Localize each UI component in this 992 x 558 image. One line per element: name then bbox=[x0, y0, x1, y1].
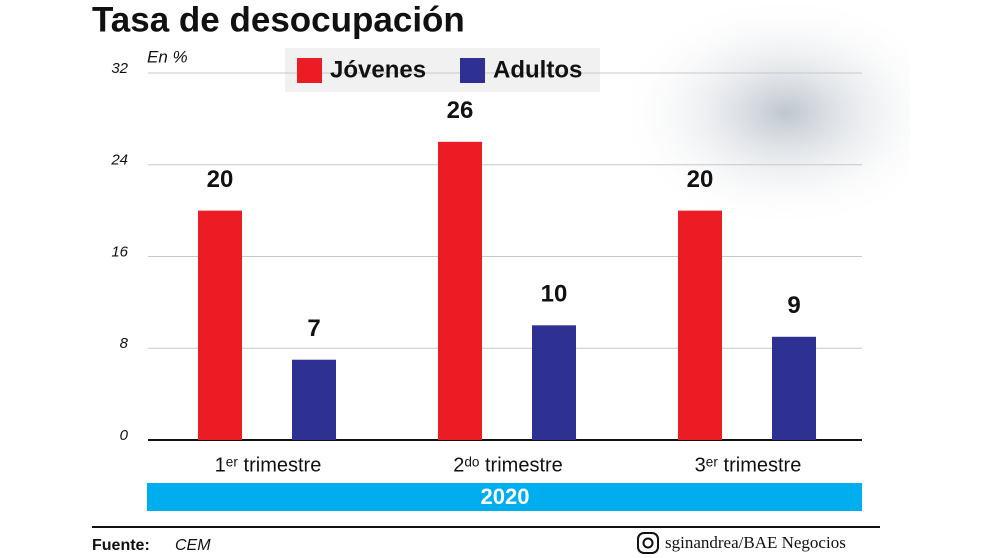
y-tick-label: 32 bbox=[111, 60, 128, 77]
value-label: 10 bbox=[541, 281, 568, 308]
legend-swatch bbox=[297, 58, 322, 83]
bar bbox=[292, 359, 336, 440]
value-label: 26 bbox=[447, 97, 474, 124]
value-label: 20 bbox=[207, 166, 234, 193]
y-tick-label: 0 bbox=[120, 427, 129, 444]
bar bbox=[678, 210, 722, 440]
value-label: 9 bbox=[787, 292, 800, 319]
photo bbox=[600, 5, 910, 220]
source-label: Fuente: bbox=[92, 537, 150, 554]
legend-label: Jóvenes bbox=[330, 56, 426, 83]
y-axis-label: En % bbox=[147, 47, 188, 66]
legend bbox=[285, 48, 600, 92]
bar bbox=[772, 336, 816, 440]
x-tick-label: 3ᵉʳ trimestre bbox=[695, 454, 802, 476]
year-band bbox=[147, 483, 862, 511]
bar bbox=[438, 141, 482, 440]
instagram-icon-lens bbox=[642, 537, 654, 549]
chart-title: Tasa de desocupación bbox=[92, 0, 465, 39]
y-tick-label: 8 bbox=[120, 335, 129, 352]
legend-swatch bbox=[460, 58, 485, 83]
y-tick-label: 16 bbox=[111, 243, 128, 260]
value-label: 20 bbox=[687, 166, 714, 193]
x-tick-label: 2ᵈᵒ trimestre bbox=[453, 454, 563, 476]
bar bbox=[532, 325, 576, 440]
credit: sginandrea/BAE Negocios bbox=[665, 533, 846, 552]
source: CEM bbox=[175, 537, 211, 554]
instagram-icon bbox=[637, 532, 659, 554]
legend-label: Adultos bbox=[493, 56, 582, 83]
x-tick-label: 1ᵉʳ trimestre bbox=[215, 454, 322, 476]
value-label: 7 bbox=[307, 315, 320, 342]
year-label: 2020 bbox=[481, 484, 530, 509]
bar bbox=[198, 210, 242, 440]
y-tick-label: 24 bbox=[110, 152, 128, 169]
